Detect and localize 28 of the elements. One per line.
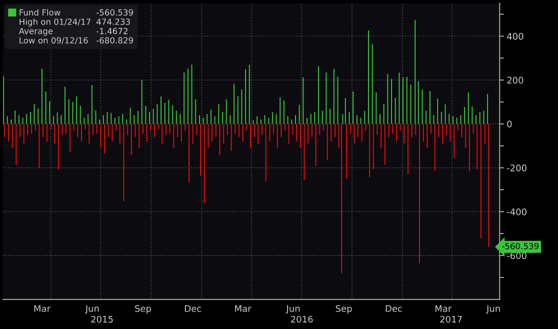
annotation: High on 01/24/17 <box>20 18 90 27</box>
annotation: -560.539 <box>96 9 133 16</box>
annotation: Low on 09/12/16 <box>20 37 88 44</box>
text: 2017 <box>440 316 462 323</box>
x-tick-label: Jun <box>486 305 500 314</box>
y-tick-label: 0 <box>507 120 512 128</box>
x-tick-label: Mar <box>34 305 50 312</box>
annotation: Average <box>18 28 53 36</box>
annotation: 474.233 <box>96 18 130 25</box>
y-tick-label: -600 <box>507 252 526 260</box>
text: 2015 <box>91 316 113 323</box>
x-tick-label: Dec <box>386 305 402 312</box>
annotation: -1.4672 <box>96 28 128 34</box>
x-tick-label: Sep <box>336 305 352 314</box>
annotation: -680.829 <box>96 37 133 44</box>
x-tick-label: Sep <box>135 305 151 314</box>
annotation: -560.539 <box>502 242 538 250</box>
x-tick-label: Jun <box>84 305 99 314</box>
y-tick-label: -400 <box>507 208 526 216</box>
x-tick-label: Mar <box>235 305 252 312</box>
x-tick-label: Jun <box>286 305 300 314</box>
y-tick-label: -200 <box>507 164 526 172</box>
x-tick-label: Mar <box>435 305 452 312</box>
y-tick-label: 200 <box>507 76 524 84</box>
text: 2016 <box>290 316 313 323</box>
legend-label: Fund Flow <box>20 9 60 16</box>
x-tick-label: Dec <box>185 305 202 312</box>
y-tick-label: 400 <box>507 32 524 40</box>
